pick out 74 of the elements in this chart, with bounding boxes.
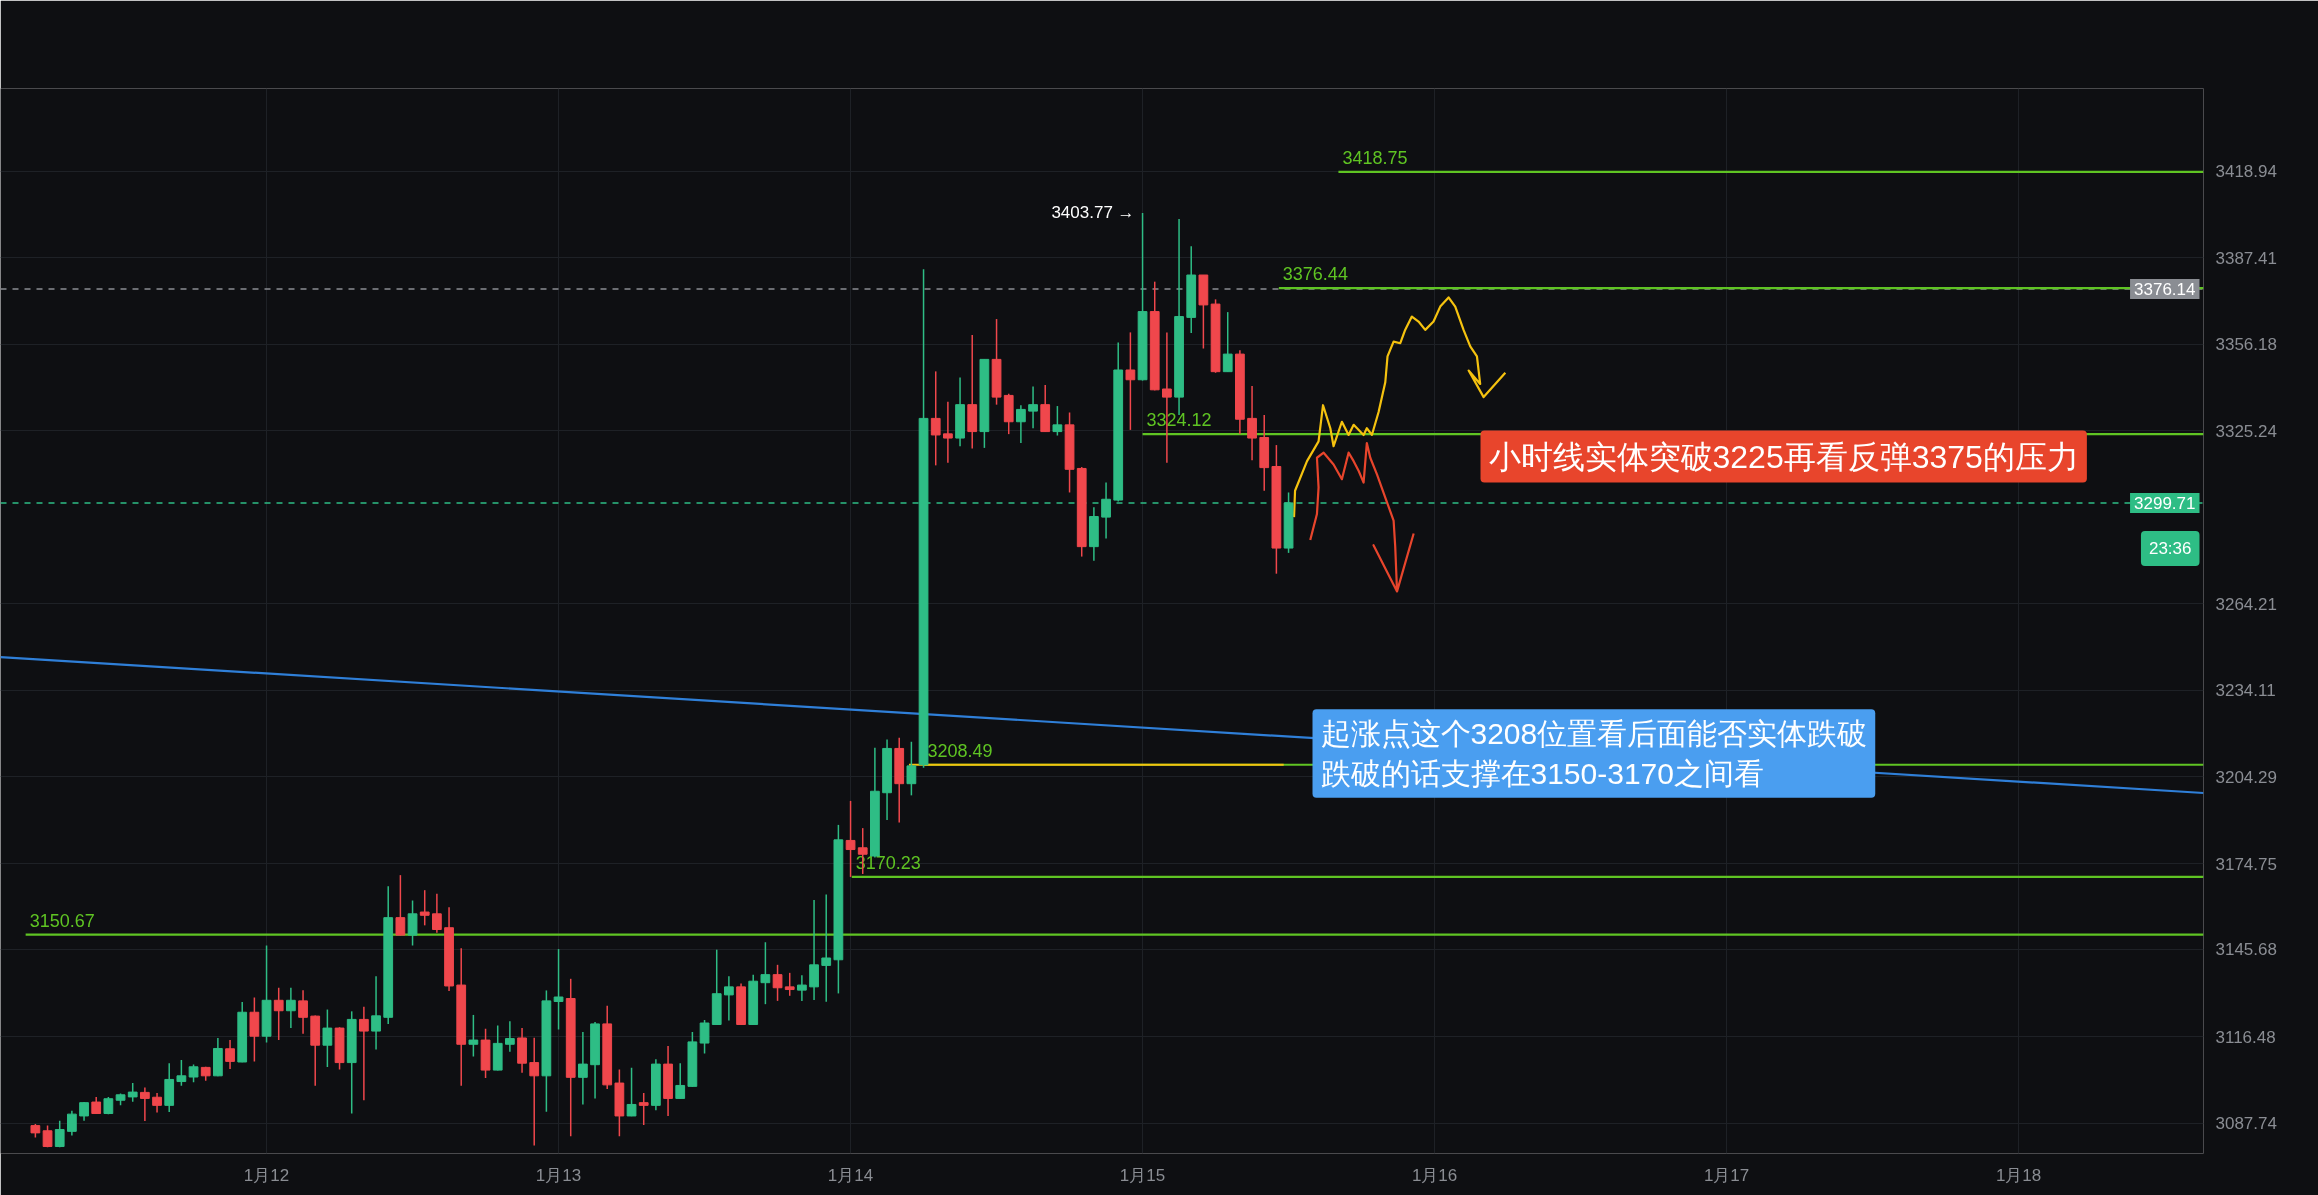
- y-tick-label: 3234.11: [2215, 681, 2276, 701]
- candlestick: [407, 899, 418, 947]
- candlestick: [273, 987, 284, 1041]
- y-tick-label: 3145.68: [2215, 940, 2277, 960]
- candlestick: [772, 964, 783, 1002]
- candlestick: [821, 893, 832, 1003]
- candlestick: [930, 370, 941, 467]
- y-tick-label: 3418.94: [2215, 162, 2277, 182]
- ref-line-label: 3299.71: [2134, 493, 2196, 513]
- candlestick: [529, 1036, 540, 1147]
- candlestick: [395, 874, 406, 937]
- annotation: 小时线实体突破3225再看反弹3375的压力: [1488, 438, 2079, 475]
- candlestick: [1101, 481, 1111, 540]
- x-tick-label: 1月18: [1995, 1165, 2042, 1185]
- candlestick: [1028, 385, 1038, 429]
- candlestick: [699, 1019, 710, 1055]
- y-tick-label: 3204.29: [2215, 768, 2277, 787]
- series-label: 3418.75: [1342, 147, 1408, 168]
- candlestick: [79, 1101, 89, 1122]
- candlestick: [845, 800, 856, 878]
- y-tick-label: 3116.48: [2215, 1027, 2276, 1047]
- y-tick-label: 3174.75: [2215, 854, 2277, 874]
- candlestick: [724, 975, 734, 1022]
- candlestick: [152, 1092, 162, 1114]
- series-label: 3208.49: [927, 740, 993, 761]
- x-tick-label: 1月16: [1411, 1165, 1458, 1185]
- candlestick: [359, 1006, 369, 1101]
- series-label: 3150.67: [29, 910, 95, 931]
- y-tick-label: 3387.41: [2215, 248, 2277, 268]
- annotation: 3403.77 →: [1051, 203, 1135, 223]
- candlestick: [140, 1086, 150, 1122]
- candlestick: [67, 1110, 77, 1137]
- x-tick-label: 1月14: [827, 1165, 874, 1185]
- x-tick-label: 1月15: [1119, 1165, 1166, 1185]
- candlestick: [760, 941, 771, 1005]
- x-tick-label: 1月12: [243, 1165, 290, 1185]
- candlestick: [432, 892, 442, 934]
- x-tick-label: 1月13: [535, 1165, 582, 1185]
- x-tick-label: 1月17: [1703, 1165, 1750, 1185]
- candlestick: [797, 974, 807, 1002]
- candlestick: [286, 987, 296, 1029]
- y-tick-label: 3264.21: [2215, 594, 2277, 614]
- candlestick: [225, 1039, 235, 1070]
- candlestick: [784, 972, 795, 997]
- candlestick: [943, 401, 953, 464]
- candlestick: [468, 1014, 479, 1058]
- annotation: 23:36: [2148, 539, 2192, 558]
- candlestick: [371, 975, 381, 1051]
- candlestick: [298, 989, 308, 1035]
- candlestick: [906, 741, 917, 797]
- candlestick: [176, 1059, 187, 1087]
- candlestick: [675, 1062, 686, 1100]
- annotation: 起涨点这个3208位置看后面能否实体跌破跌破的话支撑在3150-3170之间看: [1320, 717, 1868, 790]
- candlestick: [638, 1092, 649, 1126]
- candlestick: [249, 996, 260, 1063]
- candlestick: [54, 1120, 65, 1148]
- candlestick: [1016, 404, 1026, 444]
- candlestick: [1125, 331, 1136, 431]
- candlestick: [127, 1082, 138, 1103]
- y-tick-label: 3325.24: [2215, 421, 2277, 441]
- candlestick: [505, 1020, 515, 1053]
- candlestick: [322, 1008, 333, 1068]
- candlestick: [1247, 385, 1257, 462]
- candlestick: [578, 1031, 588, 1106]
- series-label: 3376.44: [1282, 264, 1348, 285]
- candlestick: [419, 889, 430, 927]
- candlestick: [553, 948, 564, 1031]
- ref-line-label: 3376.14: [2134, 280, 2196, 300]
- candlestick: [1052, 405, 1063, 437]
- candlestick: [809, 899, 819, 1001]
- candlestick: [626, 1066, 637, 1117]
- y-tick-label: 3356.18: [2215, 335, 2277, 355]
- y-tick-label: 3087.74: [2215, 1114, 2277, 1134]
- candlestick: [1222, 311, 1233, 373]
